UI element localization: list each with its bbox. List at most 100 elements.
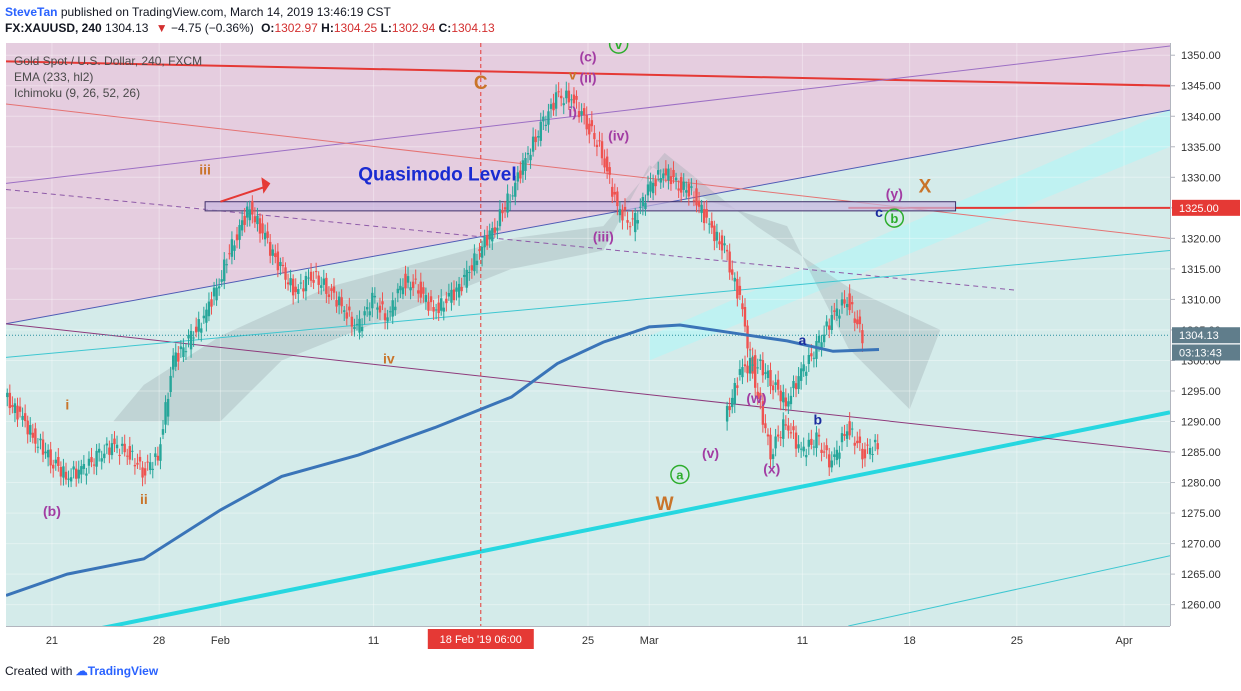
candle-body: [225, 264, 229, 266]
candle-body: [511, 195, 514, 197]
candle-body: [251, 200, 254, 215]
publish-info: published on TradingView.com, March 14, …: [60, 5, 391, 19]
candle-body: [659, 178, 662, 183]
candle-body: [363, 311, 366, 316]
candle-body: [100, 458, 103, 462]
time-axis[interactable]: 21 28 Feb 11 25 Mar 11 18 25 Apr 18 Feb '19 06:00: [6, 626, 1170, 653]
candle-body: [304, 275, 308, 292]
candle-body: [343, 310, 346, 312]
cyan-channel-fill: [649, 110, 1170, 361]
candle-body: [39, 438, 42, 441]
candle-body: [577, 110, 581, 118]
candle-body: [404, 273, 407, 289]
candle-body: [355, 323, 359, 325]
candle-body: [151, 468, 154, 470]
candle-body: [258, 218, 262, 234]
tradingview-brand[interactable]: TradingView: [87, 664, 159, 678]
candle-body: [725, 249, 729, 252]
candle-body: [179, 346, 183, 350]
candle-body: [776, 379, 780, 390]
candle-body: [299, 282, 303, 284]
candle-body: [131, 450, 134, 452]
candle-body: [787, 425, 790, 431]
time-tick-label: Feb: [211, 635, 230, 647]
candle-body: [235, 234, 239, 241]
candle-body: [695, 188, 698, 206]
candle-body: [656, 170, 660, 175]
candle-body: [253, 216, 257, 223]
candle-body: [345, 312, 348, 319]
circled-label-text: a: [676, 467, 684, 482]
time-axis-svg: 21 28 Feb 11 25 Mar 11 18 25 Apr 18 Feb '19 06:00: [46, 629, 1133, 649]
candle-body: [590, 120, 594, 127]
candle-body: [373, 295, 377, 298]
candle-body: [337, 296, 341, 306]
candle-body: [736, 385, 739, 388]
candle-body: [817, 335, 821, 343]
candle-body: [123, 443, 126, 453]
candle-body: [383, 313, 387, 321]
candle-body: [687, 183, 691, 197]
arrow-head-icon: [261, 177, 271, 194]
candle-body: [856, 440, 859, 444]
chart-svg[interactable]: Quasimodo LeveliiiiiiivvC(b)(c)(ii)i)(iv…: [6, 43, 1170, 626]
candle-body: [810, 438, 813, 445]
candle-body: [149, 462, 152, 471]
legend-ema[interactable]: EMA (233, hl2): [14, 70, 94, 84]
high-label: H:: [321, 21, 334, 35]
trendline-red-mid: [6, 103, 1170, 239]
candle-body: [23, 413, 27, 422]
candle-body: [503, 207, 507, 210]
candle-body: [442, 307, 445, 312]
candle-body: [771, 385, 775, 391]
candle-body: [843, 434, 846, 436]
candle-body: [718, 241, 721, 245]
candle-body: [769, 370, 772, 387]
candle-body: [108, 447, 111, 455]
wave-label: (c): [579, 48, 596, 64]
chart-plot-area[interactable]: Quasimodo Level iii i ii iv v C (b) (c) (ii) i) (iv…: [6, 43, 1170, 626]
price-tick-label: 1285.00: [1181, 447, 1221, 459]
candle-body: [80, 466, 83, 475]
candle-body: [281, 264, 285, 267]
crosshair-time-label: 18 Feb '19 06:00: [440, 634, 522, 646]
candle-body: [779, 437, 782, 439]
candle-body: [850, 428, 854, 430]
candle-body: [649, 181, 652, 192]
candle-body: [192, 337, 195, 339]
wave-label: (w): [746, 390, 766, 406]
candle-body: [835, 308, 839, 316]
candle-body: [488, 230, 491, 240]
tradingview-logo-icon[interactable]: ☁: [75, 664, 88, 678]
legend-ichimoku[interactable]: Ichimoku (9, 26, 52, 26): [14, 86, 141, 100]
candle-body: [753, 355, 757, 365]
time-tick-label: Mar: [640, 635, 659, 647]
price-label-text: 1304.13: [1179, 330, 1219, 342]
quasimodo-zone: [204, 201, 957, 212]
candle-body: [833, 310, 836, 312]
price-axis[interactable]: 1260.00 1265.00 1270.00 1275.00 1280.00 1285.…: [1170, 43, 1241, 626]
candle-body: [353, 326, 356, 330]
candle-body: [728, 251, 731, 273]
candle-body: [207, 301, 211, 317]
candle-body: [784, 424, 788, 426]
candle-body: [128, 446, 132, 460]
candle-body: [501, 210, 504, 214]
candle-body: [669, 176, 673, 185]
candle-body: [266, 231, 269, 238]
candle-body: [544, 124, 548, 127]
candle-body: [748, 349, 752, 351]
candle-body: [154, 453, 157, 457]
candle-body: [743, 364, 747, 367]
symbol-name[interactable]: FX:XAUUSD, 240: [5, 21, 102, 35]
candle-body: [378, 305, 382, 313]
close-value: 1304.13: [451, 21, 495, 35]
candle-body: [651, 182, 655, 194]
wave-label: (v): [702, 445, 719, 461]
chart-legend: Gold Spot / U.S. Dollar, 240, FXCM EMA (…: [14, 53, 202, 101]
wave-label: (ii): [579, 70, 596, 86]
candle-body: [399, 285, 402, 291]
candle-body: [238, 225, 241, 240]
price-axis-svg: 1260.00 1265.00 1270.00 1275.00 1280.00 1285.…: [1171, 50, 1240, 612]
author-link[interactable]: SteveTan: [5, 5, 58, 19]
